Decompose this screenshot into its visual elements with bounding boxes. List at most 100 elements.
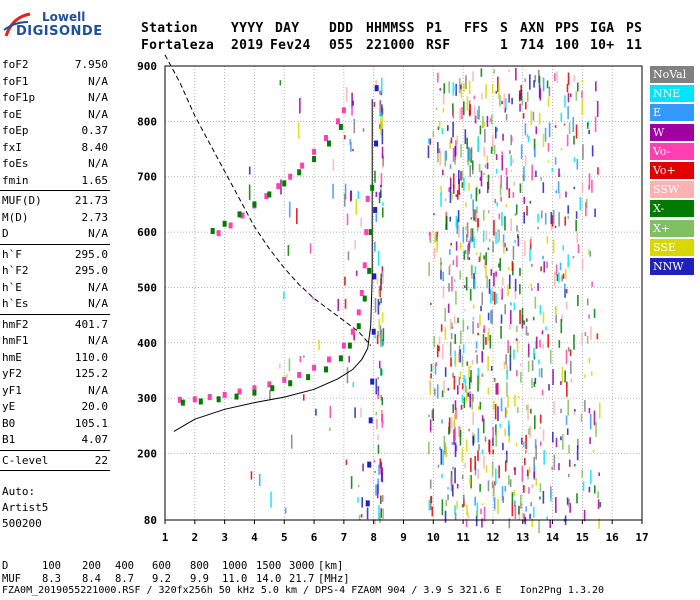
echo-noise bbox=[454, 334, 457, 344]
table-cell: [km] bbox=[318, 560, 344, 572]
echo-noise bbox=[378, 464, 380, 475]
data-point bbox=[374, 140, 379, 147]
echo-noise bbox=[508, 425, 510, 436]
echo-noise bbox=[556, 274, 559, 282]
echo-noise bbox=[582, 481, 585, 492]
echo-noise bbox=[550, 223, 553, 231]
echo-noise bbox=[343, 193, 346, 207]
table-cell: 11.0 bbox=[222, 573, 248, 585]
data-point bbox=[312, 156, 317, 163]
echo-noise bbox=[471, 360, 474, 365]
param-row: h`Es N/A bbox=[2, 297, 108, 313]
echo-noise bbox=[540, 266, 542, 272]
table-cell: [MHz] bbox=[318, 573, 350, 585]
echo-noise bbox=[474, 496, 476, 506]
y-tick-label: 300 bbox=[137, 392, 157, 405]
echo-noise bbox=[378, 360, 381, 369]
legend-item-x: X+ bbox=[650, 219, 694, 237]
data-point bbox=[367, 461, 372, 468]
echo-noise bbox=[531, 360, 534, 371]
echo-noise bbox=[378, 289, 381, 298]
echo-noise bbox=[352, 100, 354, 106]
echo-noise bbox=[506, 369, 508, 380]
param-name: foE bbox=[2, 107, 22, 121]
echo-noise bbox=[498, 84, 500, 99]
echo-noise bbox=[597, 167, 599, 175]
echo-noise bbox=[464, 250, 467, 255]
echo-noise bbox=[567, 106, 569, 120]
echo-noise bbox=[375, 418, 378, 430]
param-separator bbox=[0, 313, 110, 315]
echo-noise bbox=[568, 122, 571, 135]
echo-noise bbox=[514, 505, 517, 519]
echo-noise bbox=[489, 334, 492, 349]
echo-noise bbox=[487, 356, 489, 371]
echo-noise bbox=[513, 349, 515, 360]
data-point bbox=[365, 500, 370, 507]
param-row: foF1p N/A bbox=[2, 91, 108, 107]
param-name: hmF1 bbox=[2, 334, 29, 347]
echo-noise bbox=[540, 177, 543, 182]
y-tick-label: 500 bbox=[137, 281, 157, 294]
echo-noise bbox=[575, 124, 578, 139]
header-label: P1 bbox=[426, 21, 443, 36]
echo-noise bbox=[474, 278, 476, 290]
table-cell: 400 bbox=[115, 560, 134, 572]
data-point bbox=[252, 389, 257, 396]
echo-noise bbox=[481, 415, 484, 422]
echo-noise bbox=[510, 155, 512, 167]
echo-noise bbox=[528, 466, 531, 473]
echo-noise bbox=[594, 208, 596, 217]
echo-noise bbox=[469, 477, 471, 485]
param-value: N/A bbox=[88, 297, 108, 310]
echo-noise bbox=[431, 410, 434, 419]
echo-noise bbox=[520, 144, 523, 160]
param-value: N/A bbox=[88, 157, 108, 170]
echo-noise bbox=[470, 217, 473, 220]
echo-noise bbox=[516, 370, 518, 377]
echo-noise bbox=[452, 184, 455, 194]
header-label: HHMMSS bbox=[366, 21, 415, 36]
echo-noise bbox=[449, 341, 452, 357]
echo-noise bbox=[492, 437, 494, 447]
echo-noise bbox=[433, 213, 435, 216]
y-tick-label: 200 bbox=[137, 448, 157, 461]
echo-noise bbox=[461, 170, 464, 180]
echo-noise bbox=[544, 212, 547, 225]
echo-noise bbox=[531, 164, 533, 181]
echo-noise bbox=[533, 456, 536, 472]
param-row: foE N/A bbox=[2, 108, 108, 124]
echo-noise bbox=[378, 301, 381, 305]
echo-noise bbox=[526, 469, 529, 477]
echo-noise bbox=[566, 381, 568, 397]
echo-noise bbox=[521, 95, 524, 106]
echo-noise bbox=[309, 243, 312, 254]
echo-noise bbox=[505, 354, 507, 365]
echo-noise bbox=[521, 307, 524, 323]
echo-noise bbox=[581, 469, 584, 478]
echo-noise bbox=[444, 510, 447, 523]
echo-noise bbox=[458, 192, 461, 196]
echo-noise bbox=[469, 237, 472, 244]
echo-noise bbox=[520, 371, 522, 383]
echo-noise bbox=[381, 495, 384, 502]
echo-noise bbox=[465, 386, 468, 402]
data-point bbox=[210, 227, 215, 234]
echo-noise bbox=[461, 383, 464, 390]
echo-noise bbox=[560, 318, 563, 334]
echo-noise bbox=[565, 349, 568, 365]
echo-noise bbox=[296, 208, 298, 225]
x-tick-label: 1 bbox=[162, 531, 169, 544]
echo-noise bbox=[380, 394, 383, 401]
echo-noise bbox=[460, 144, 462, 158]
echo-noise bbox=[566, 83, 569, 93]
echo-noise bbox=[379, 335, 382, 347]
echo-noise bbox=[554, 73, 556, 82]
echo-noise bbox=[529, 200, 532, 204]
header-value: 2019 bbox=[231, 38, 264, 53]
echo-noise bbox=[472, 435, 474, 444]
echo-noise bbox=[429, 138, 432, 145]
param-name: foEp bbox=[2, 124, 29, 137]
table-cell: 14.0 bbox=[256, 573, 282, 585]
echo-noise bbox=[568, 473, 570, 478]
